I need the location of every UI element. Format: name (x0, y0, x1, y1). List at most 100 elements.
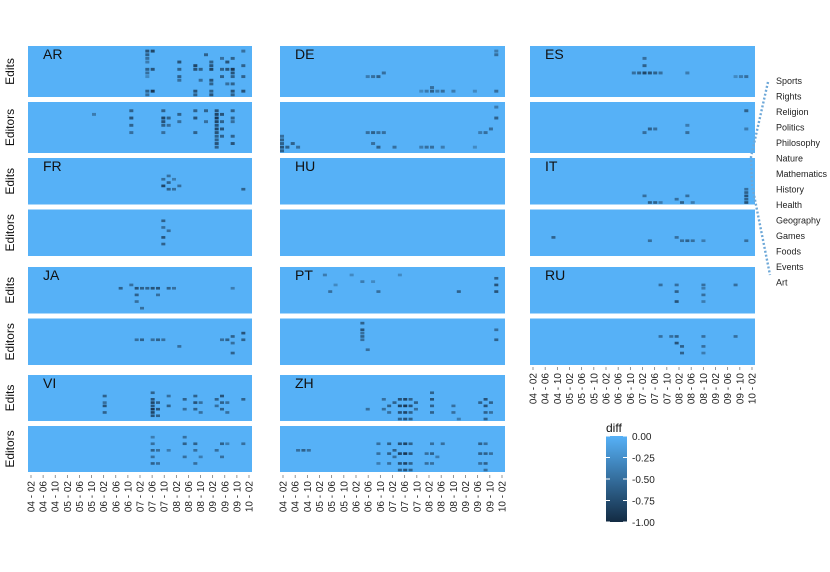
heatmap-cell (674, 335, 679, 338)
heatmap-cell (408, 468, 413, 472)
heatmap-cell (150, 391, 155, 395)
heatmap-cell (230, 286, 235, 290)
x-tick-label: 08 - 06 (184, 481, 195, 513)
x-tick-label: 08 - 02 (675, 373, 686, 405)
heatmap-cell (690, 239, 695, 243)
heatmap-cell (220, 455, 224, 459)
heatmap-cell (193, 67, 198, 71)
heatmap-cell (220, 338, 224, 342)
heatmap-cell (220, 442, 224, 446)
heatmap-cell (156, 293, 160, 297)
heatmap-cell (472, 89, 477, 93)
heatmap-cell (156, 462, 160, 465)
heatmap-cell (349, 273, 354, 277)
heatmap-cell (685, 131, 690, 135)
heatmap-cell (161, 242, 166, 246)
heatmap-cell (150, 404, 155, 408)
heatmap-cell (118, 286, 123, 290)
heatmap-cell (306, 449, 311, 452)
row-label: Editors (3, 430, 17, 467)
heatmap-cell (494, 328, 499, 332)
heatmap-strip-edits (28, 375, 252, 421)
heatmap-cell (333, 283, 338, 287)
panel-label: AR (43, 46, 62, 62)
heatmap-cell (214, 404, 219, 408)
heatmap-cell (408, 411, 413, 414)
row-label: Edits (3, 168, 17, 195)
panel-zh: ZH (280, 375, 505, 472)
heatmap-cell (214, 109, 219, 113)
heatmap-cell (419, 145, 424, 149)
heatmap-cell (156, 414, 160, 418)
heatmap-cell (241, 187, 246, 191)
heatmap-cell (424, 145, 429, 149)
heatmap-cell (241, 75, 246, 79)
heatmap-cell (642, 64, 647, 68)
heatmap-cell (403, 442, 408, 446)
heatmap-cell (214, 127, 219, 131)
x-tick-label: 08 - 06 (687, 373, 698, 405)
heatmap-cell (182, 407, 187, 411)
x-tick-label: 04 - 10 (303, 481, 314, 513)
heatmap-cell (733, 75, 738, 79)
heatmap-cell (494, 116, 499, 120)
heatmap-cell (241, 64, 246, 68)
heatmap-cell (161, 184, 166, 188)
heatmap-cell (134, 300, 139, 303)
heatmap-cell (145, 49, 150, 53)
heatmap-strip-edits (280, 158, 505, 205)
heatmap-cell (241, 331, 246, 335)
heatmap-cell (744, 109, 749, 113)
heatmap-cell (230, 134, 235, 138)
heatmap-cell (204, 120, 208, 124)
heatmap-strip-editors (530, 318, 755, 365)
heatmap-cell (290, 142, 295, 145)
heatmap-cell (674, 283, 679, 287)
heatmap-strip-editors (530, 209, 755, 256)
topic-label: Politics (776, 123, 805, 133)
heatmap-cell (376, 145, 381, 149)
heatmap-cell (225, 442, 230, 446)
heatmap-cell (371, 131, 376, 135)
heatmap-cell (647, 201, 652, 204)
heatmap-cell (204, 53, 208, 57)
heatmap-strip-editors (280, 318, 505, 365)
topic-label: Sports (776, 76, 803, 86)
heatmap-cell (674, 197, 679, 201)
heatmap-cell (145, 71, 150, 75)
heatmap-cell (494, 290, 499, 293)
panel-es: ES (530, 46, 755, 153)
x-tick-label: 09 - 02 (711, 373, 722, 405)
x-tick-label: 05 - 10 (339, 481, 350, 513)
heatmap-cell (440, 89, 445, 93)
heatmap-cell (478, 401, 483, 404)
heatmap-cell (145, 60, 150, 64)
heatmap-cell (403, 404, 408, 408)
heatmap-cell (241, 49, 246, 53)
x-tick-label: 06 - 06 (111, 481, 122, 513)
x-tick-label: 05 - 02 (315, 481, 326, 513)
heatmap-cell (403, 398, 408, 401)
heatmap-cell (478, 452, 483, 455)
heatmap-cell (150, 435, 155, 439)
x-tick-label: 06 - 06 (614, 373, 625, 405)
heatmap-cell (161, 120, 166, 124)
heatmap-cell (156, 286, 160, 290)
heatmap-cell (392, 449, 397, 452)
heatmap-cell (172, 187, 176, 191)
heatmap-cell (685, 239, 690, 243)
heatmap-cell (150, 67, 155, 71)
panel-hu: HU (280, 158, 505, 256)
heatmap-cell (161, 226, 166, 229)
heatmap-cell (397, 442, 402, 446)
heatmap-cell (430, 462, 435, 465)
heatmap-cell (161, 116, 166, 120)
heatmap-cell (738, 75, 743, 79)
heatmap-cell (360, 321, 365, 325)
heatmap-cell (392, 401, 397, 404)
heatmap-cell (435, 455, 440, 459)
heatmap-cell (198, 401, 203, 404)
panel-label: VI (43, 375, 56, 391)
heatmap-cell (494, 338, 499, 342)
topic-label: Mathematics (776, 169, 828, 179)
